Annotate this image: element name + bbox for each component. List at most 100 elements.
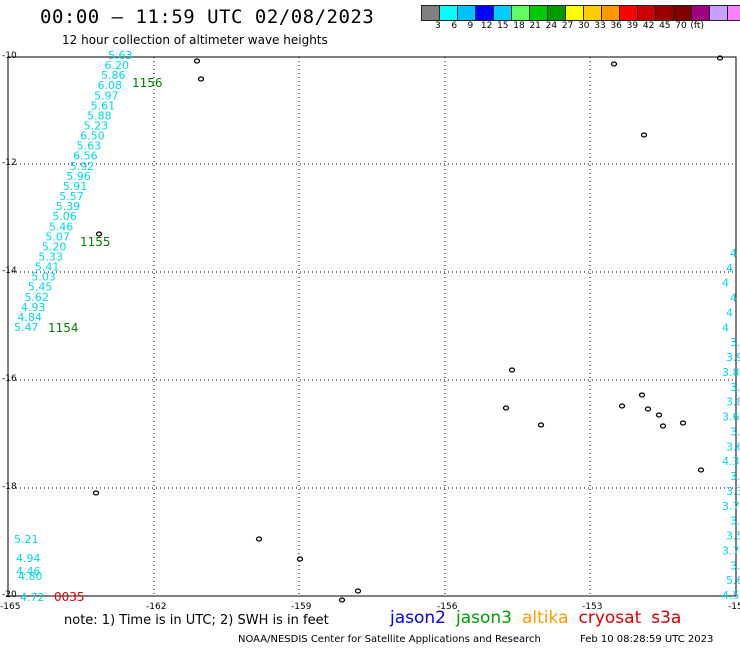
y-tick-label: -14 bbox=[2, 266, 17, 276]
scale-label: 12 bbox=[480, 21, 493, 31]
scale-label: 39 bbox=[626, 21, 639, 31]
map-subtitle: 12 hour collection of altimeter wave hei… bbox=[62, 33, 328, 47]
swh-label: 4 bbox=[726, 262, 733, 275]
swh-tracks: 5.636.205.866.085.975.615.885.236.505.63… bbox=[14, 49, 740, 604]
scale-label: 21 bbox=[529, 21, 541, 31]
island-outline bbox=[95, 231, 103, 237]
swh-label: 3.8 bbox=[722, 366, 740, 379]
island-outline bbox=[296, 556, 304, 562]
legend-jason2: jason2 bbox=[390, 608, 446, 628]
swh-label: 4.58 bbox=[722, 589, 740, 602]
island-outline bbox=[338, 597, 346, 603]
swh-label: 3.9 bbox=[726, 351, 740, 364]
island-outline bbox=[193, 58, 201, 64]
swh-label: 5.63 bbox=[77, 140, 102, 153]
swh-label: 5.91 bbox=[63, 180, 87, 193]
time-label: 1155 bbox=[80, 235, 111, 249]
swh-label: 4 bbox=[730, 247, 737, 260]
x-tick-label: -150 bbox=[728, 602, 740, 612]
island-outline bbox=[508, 367, 516, 373]
swh-label: 5.63 bbox=[108, 49, 133, 62]
scale-label: 9 bbox=[467, 21, 474, 31]
island-outline bbox=[640, 132, 648, 138]
swh-label: 5.61 bbox=[91, 99, 116, 112]
swh-label: 5.46 bbox=[49, 220, 74, 233]
y-tick-label: -20 bbox=[2, 590, 17, 600]
swh-label: 5.41 bbox=[35, 261, 60, 274]
swh-label: 5.97 bbox=[94, 89, 119, 102]
wave-height-color-scale bbox=[421, 5, 740, 21]
swh-label: 5.33 bbox=[38, 250, 63, 263]
swh-label: 5.45 bbox=[28, 281, 53, 294]
swh-label: 3.9 bbox=[730, 381, 740, 394]
island-outline bbox=[610, 61, 618, 67]
scale-label: 45 bbox=[659, 21, 671, 31]
swh-label: 5.06 bbox=[52, 210, 77, 223]
swh-label: 4 bbox=[722, 321, 729, 334]
scale-label: 36 bbox=[610, 21, 622, 31]
swh-label: 5.86 bbox=[101, 69, 126, 82]
swh-label: 5.03 bbox=[31, 271, 56, 284]
time-label: 0035 bbox=[54, 590, 85, 604]
scale-label: 24 bbox=[545, 21, 558, 31]
swh-label: 6.50 bbox=[80, 130, 105, 143]
scale-label: 15 bbox=[497, 21, 509, 31]
swh-label: 4.72 bbox=[20, 591, 45, 604]
x-tick-label: -162 bbox=[146, 602, 167, 612]
swh-label: 6.08 bbox=[98, 79, 123, 92]
island-outline bbox=[502, 405, 510, 411]
scale-label: (ft) bbox=[690, 21, 704, 31]
scale-label: 3 bbox=[435, 21, 441, 31]
islands bbox=[92, 55, 724, 603]
time-label: 1154 bbox=[48, 321, 79, 335]
swh-label: 3.8 bbox=[726, 396, 740, 409]
island-outline bbox=[618, 403, 626, 409]
legend-altika: altika bbox=[522, 608, 569, 628]
note-text: note: 1) Time is in UTC; 2) SWH is in fe… bbox=[64, 613, 329, 628]
swh-label: 5.20 bbox=[42, 240, 67, 253]
swh-label: 5.39 bbox=[56, 200, 81, 213]
swh-label: 5.21 bbox=[14, 533, 39, 546]
swh-label: 3.30 bbox=[726, 485, 740, 498]
y-tick-label: -16 bbox=[2, 374, 17, 384]
swh-label: 4.93 bbox=[21, 301, 46, 314]
scale-label: 6 bbox=[451, 21, 458, 31]
scale-swatch-17 bbox=[727, 5, 740, 21]
swh-label: 4.46 bbox=[16, 565, 41, 578]
swh-label: 4 bbox=[726, 306, 733, 319]
x-tick-label: -159 bbox=[291, 602, 312, 612]
swh-label: 6.56 bbox=[73, 150, 98, 163]
y-tick-label: -12 bbox=[2, 158, 17, 168]
swh-label: 4 bbox=[730, 292, 737, 305]
swh-label: 5.96 bbox=[66, 170, 91, 183]
island-outline bbox=[354, 588, 362, 594]
island-outline bbox=[697, 467, 705, 473]
swh-label: 3.55 bbox=[726, 530, 740, 543]
generated-timestamp: Feb 10 08:28:59 UTC 2023 bbox=[580, 634, 714, 645]
swh-label: 5.47 bbox=[14, 321, 39, 334]
scale-label: 18 bbox=[513, 21, 525, 31]
swh-label: 3.76 bbox=[722, 500, 740, 513]
island-outline bbox=[255, 536, 263, 542]
x-tick-label: -153 bbox=[582, 602, 603, 612]
island-outline bbox=[92, 490, 100, 496]
island-outline bbox=[638, 392, 646, 398]
swh-label: 3.60 bbox=[722, 411, 740, 424]
scale-label: 42 bbox=[642, 21, 655, 31]
swh-label: 4.84 bbox=[17, 311, 42, 324]
swh-label: 6.20 bbox=[105, 59, 130, 72]
island-outline bbox=[537, 422, 545, 428]
map-title: 00:00 – 11:59 UTC 02/08/2023 bbox=[40, 6, 375, 28]
x-tick-label: -165 bbox=[0, 602, 21, 612]
swh-label: 3.65 bbox=[730, 425, 740, 438]
swh-label: 3.7 bbox=[730, 336, 740, 349]
swh-label: 5.57 bbox=[59, 190, 84, 203]
swh-label: 5.07 bbox=[45, 230, 69, 243]
swh-label: 3.08 bbox=[730, 470, 740, 483]
swh-label: 4 bbox=[722, 277, 729, 290]
scale-label: 30 bbox=[578, 21, 590, 31]
time-label: 1156 bbox=[132, 76, 163, 90]
scale-label: 27 bbox=[561, 21, 574, 31]
swh-label: 4.94 bbox=[16, 552, 41, 565]
